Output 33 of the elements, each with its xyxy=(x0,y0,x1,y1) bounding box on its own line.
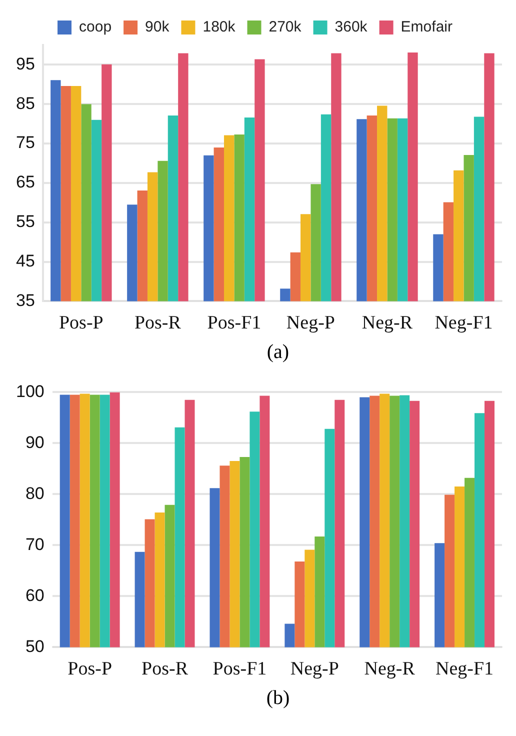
text: (b) xyxy=(265,686,291,711)
y-tick-label: 65 xyxy=(16,172,35,192)
y-tick-label: 45 xyxy=(16,251,35,270)
y-tick-label: 80 xyxy=(25,484,44,503)
y-tick-label: 95 xyxy=(16,54,35,74)
y-tick-label: 75 xyxy=(16,133,35,152)
x-tick-label: Pos-R xyxy=(134,312,182,334)
x-tick-label: Pos-F1 xyxy=(207,312,262,334)
x-tick-label: Pos-P xyxy=(58,312,104,334)
y-tick-label: 100 xyxy=(16,382,44,401)
y-tick-label: 55 xyxy=(16,212,35,232)
x-tick-label: Neg-P xyxy=(290,658,339,680)
legend-label: coop xyxy=(79,18,112,36)
x-tick-label: Neg-F1 xyxy=(436,658,494,680)
legend-label: 90k xyxy=(145,18,170,36)
x-tick-label: Pos-R xyxy=(142,658,188,680)
x-tick-label: Neg-P xyxy=(286,312,335,334)
y-tick-label: 60 xyxy=(25,586,44,605)
y-tick-label: 35 xyxy=(16,290,35,310)
y-tick-label: 50 xyxy=(25,636,44,656)
text: (a) xyxy=(266,340,290,365)
x-tick-label: Neg-F1 xyxy=(434,312,493,334)
x-tick-label: Pos-P xyxy=(68,658,112,680)
legend-label: 270k xyxy=(268,18,302,36)
legend-label: Emofair xyxy=(400,18,452,36)
x-tick-label: Neg-R xyxy=(362,312,413,334)
legend-label: 180k xyxy=(202,18,236,36)
y-tick-label: 90 xyxy=(25,432,44,452)
y-tick-label: 85 xyxy=(16,94,35,113)
x-tick-label: Neg-R xyxy=(364,658,416,680)
x-tick-label: Pos-F1 xyxy=(212,658,267,680)
y-tick-label: 70 xyxy=(25,534,44,554)
legend-label: 360k xyxy=(334,18,368,36)
